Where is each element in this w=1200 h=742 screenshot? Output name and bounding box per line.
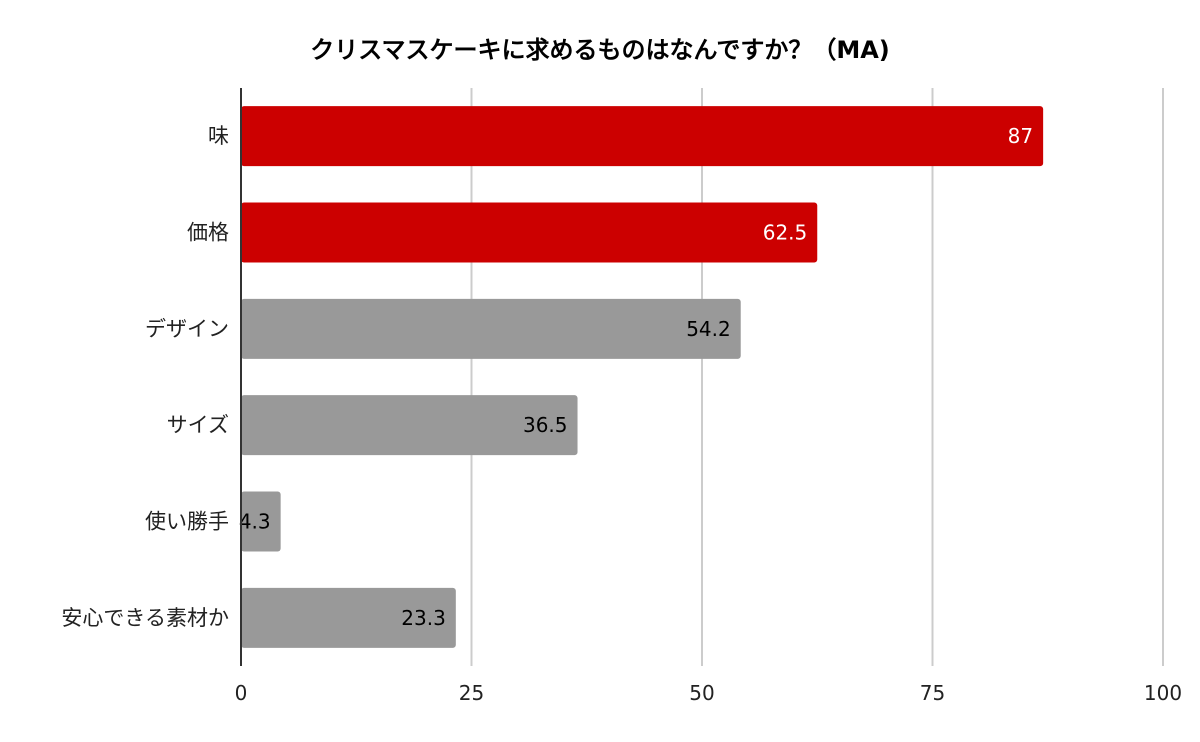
x-tick-label: 75 (920, 681, 945, 705)
data-label: 54.2 (686, 317, 731, 341)
x-tick-label: 50 (689, 681, 714, 705)
category-label: サイズ (167, 413, 229, 437)
bar (241, 106, 1044, 167)
bar (241, 298, 741, 359)
data-label: 87 (1008, 124, 1033, 148)
x-tick-label: 0 (235, 681, 248, 705)
category-label: 使い勝手 (145, 510, 229, 534)
category-label: デザイン (145, 317, 229, 341)
data-label: 23.3 (401, 606, 446, 630)
bar (241, 395, 578, 456)
chart-title: クリスマスケーキに求めるものはなんですか？（MA) (310, 36, 890, 64)
bars (241, 106, 1044, 648)
category-label: 安心できる素材か (61, 606, 229, 630)
bar (241, 587, 456, 648)
bar (241, 491, 281, 552)
data-label: 4.3 (239, 510, 271, 534)
category-label: 価格 (187, 221, 229, 245)
bar (241, 202, 818, 263)
data-label: 62.5 (763, 221, 808, 245)
labels: 0 25 50 75 100 味 87 価格 62.5 デザイン 54.2 サイズ 36.5 使い勝手 4.… (61, 88, 1182, 705)
x-tick-label: 25 (459, 681, 484, 705)
category-label: 味 (208, 124, 229, 148)
gridlines (470, 88, 1164, 666)
data-label: 36.5 (523, 413, 568, 437)
x-tick-label: 100 (1144, 681, 1182, 705)
